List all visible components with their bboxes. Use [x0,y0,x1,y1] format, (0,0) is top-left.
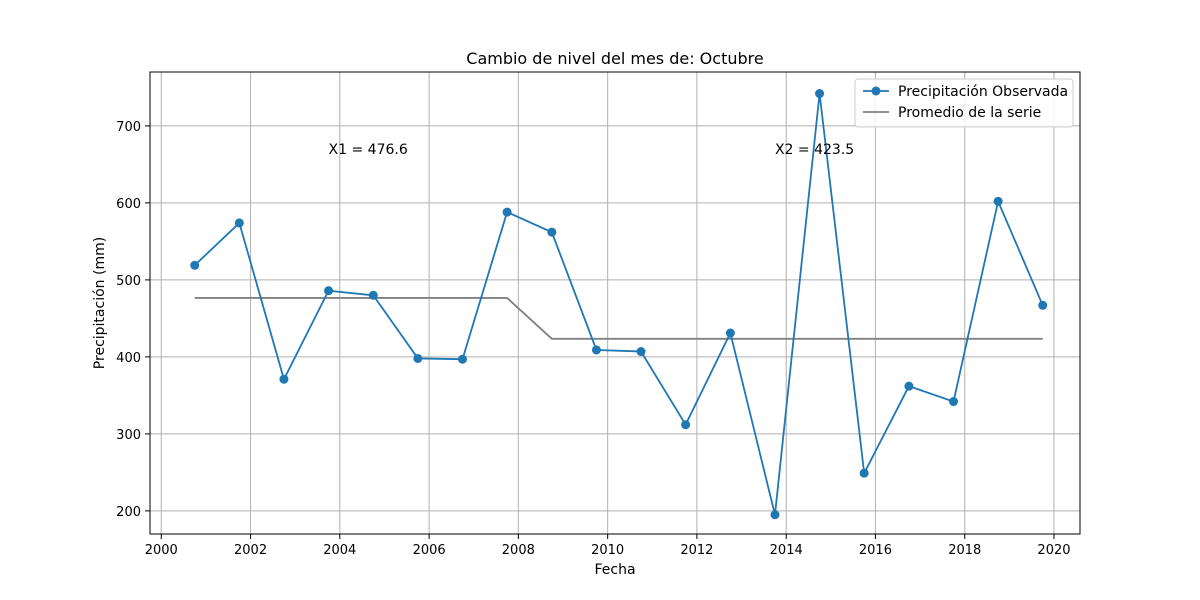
y-tick-label: 200 [116,505,141,520]
x-axis-label: Fecha [594,562,635,578]
observed-point [1038,300,1048,310]
x-tick-label: 2012 [680,543,713,558]
observed-line [194,93,1044,515]
legend-marker [871,86,881,96]
x-tick-label: 2000 [145,543,178,558]
y-tick-label: 400 [116,351,141,366]
plot-frame [149,71,1081,535]
x-tick-label: 2006 [413,543,446,558]
average-line [194,297,1043,340]
observed-point [502,207,512,217]
annotation-label: X2 = 423.5 [775,142,854,158]
observed-point [324,286,334,296]
observed-point [681,420,691,430]
legend-box [854,78,1074,128]
x-tick-label: 2002 [234,543,267,558]
observed-point [636,347,646,357]
chart-title: Cambio de nivel del mes de: Octubre [466,49,763,68]
legend-entry: Promedio de la serie [898,105,1041,121]
observed-series [190,89,1048,520]
observed-point [368,290,378,300]
x-tick-label: 2010 [591,543,624,558]
x-tick-label: 2018 [948,543,981,558]
observed-point [949,397,959,407]
x-axis-ticks: 2000 2002 2004 2006 2008 2010 2012 2014 2016 2018… [145,534,1071,558]
observed-point [993,196,1003,206]
y-tick-label: 300 [116,428,141,443]
observed-point [234,218,244,228]
y-tick-label: 600 [116,197,141,212]
observed-point [904,381,914,391]
observed-point [770,510,780,520]
annotations: X1 = 476.6 X2 = 423.5 [329,142,855,158]
annotation-label: X1 = 476.6 [329,142,408,158]
x-tick-label: 2016 [859,543,892,558]
legend: Precipitación Observada Promedio de la se… [854,78,1074,128]
observed-point [591,345,601,355]
grid [150,72,1080,534]
x-tick-label: 2004 [323,543,356,558]
observed-point [859,468,869,478]
x-tick-label: 2020 [1037,543,1070,558]
y-tick-label: 500 [116,274,141,289]
observed-point [190,260,200,270]
y-axis-ticks: 200 300 400 500 600 700 [116,120,150,520]
x-tick-label: 2008 [502,543,535,558]
observed-point [413,353,423,363]
y-tick-label: 700 [116,120,141,135]
y-axis-label: Precipitación (mm) [92,237,108,369]
legend-entry: Precipitación Observada [898,84,1068,100]
observed-point [457,354,467,364]
x-tick-label: 2014 [770,543,803,558]
observed-point [279,374,289,384]
observed-point [725,328,735,338]
observed-point [547,227,557,237]
observed-point [815,89,825,99]
average-series [194,297,1043,340]
